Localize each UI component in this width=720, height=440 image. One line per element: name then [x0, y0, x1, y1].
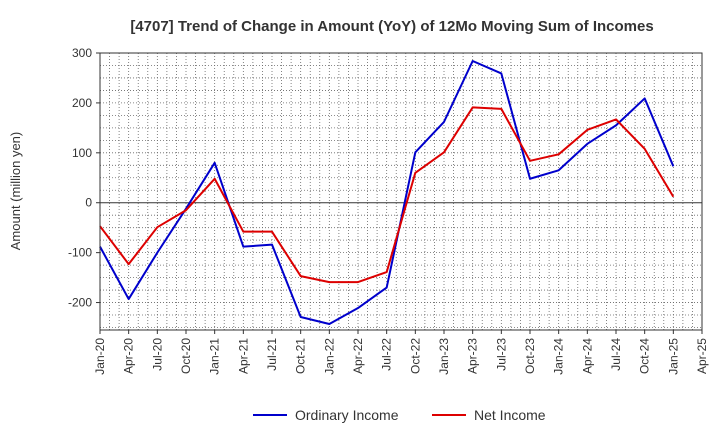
series-line-net-income	[99, 106, 675, 284]
y-tick-label: 300	[72, 46, 92, 60]
x-tick-label: Jul-23	[494, 338, 508, 371]
x-tick-label: Jan-25	[666, 338, 680, 375]
x-tick-label: Apr-25	[695, 338, 709, 374]
y-tick-label: -100	[68, 246, 92, 260]
x-tick-label: Oct-24	[638, 338, 652, 374]
chart-title: [4707] Trend of Change in Amount (YoY) o…	[130, 18, 653, 35]
x-tick-label: Jul-22	[380, 338, 394, 371]
legend: Ordinary Income Net Income	[253, 407, 546, 423]
x-tick-label: Jan-21	[208, 338, 222, 375]
x-tick-label: Apr-22	[351, 338, 365, 374]
series-line-ordinary-income	[99, 59, 675, 326]
x-tick-label: Jul-24	[609, 338, 623, 371]
x-tick-label: Oct-20	[179, 338, 193, 374]
x-tick-label: Oct-21	[294, 338, 308, 374]
plot-frame	[99, 52, 703, 331]
y-tick-label: -200	[68, 296, 92, 310]
x-tick-label: Apr-21	[236, 338, 250, 374]
y-axis-label: Amount (million yen)	[8, 132, 23, 251]
y-tick-label: 200	[72, 96, 92, 110]
x-tick-label: Jan-20	[93, 338, 107, 375]
x-tick-label: Jan-22	[322, 338, 336, 375]
legend-label: Net Income	[474, 407, 546, 423]
y-tick-label: 100	[72, 146, 92, 160]
x-tick-label: Apr-23	[466, 338, 480, 374]
y-axis-ticks: -200 -100 0 100 200 300	[68, 46, 100, 310]
legend-label: Ordinary Income	[295, 407, 399, 423]
x-tick-label: Jul-20	[150, 338, 164, 371]
series-lines	[99, 59, 675, 326]
y-tick-label: 0	[85, 196, 92, 210]
x-tick-label: Apr-24	[580, 338, 594, 374]
x-tick-label: Oct-22	[408, 338, 422, 374]
x-tick-label: Jan-24	[552, 338, 566, 375]
x-axis-ticks: Jan-20 Apr-20 Jul-20 Oct-20 Jan-21 Apr-21 Jul-…	[93, 330, 709, 375]
x-tick-label: Jul-21	[265, 338, 279, 371]
grid	[100, 53, 702, 330]
x-tick-label: Jan-23	[437, 338, 451, 375]
x-tick-label: Apr-20	[122, 338, 136, 374]
x-tick-label: Oct-23	[523, 338, 537, 374]
